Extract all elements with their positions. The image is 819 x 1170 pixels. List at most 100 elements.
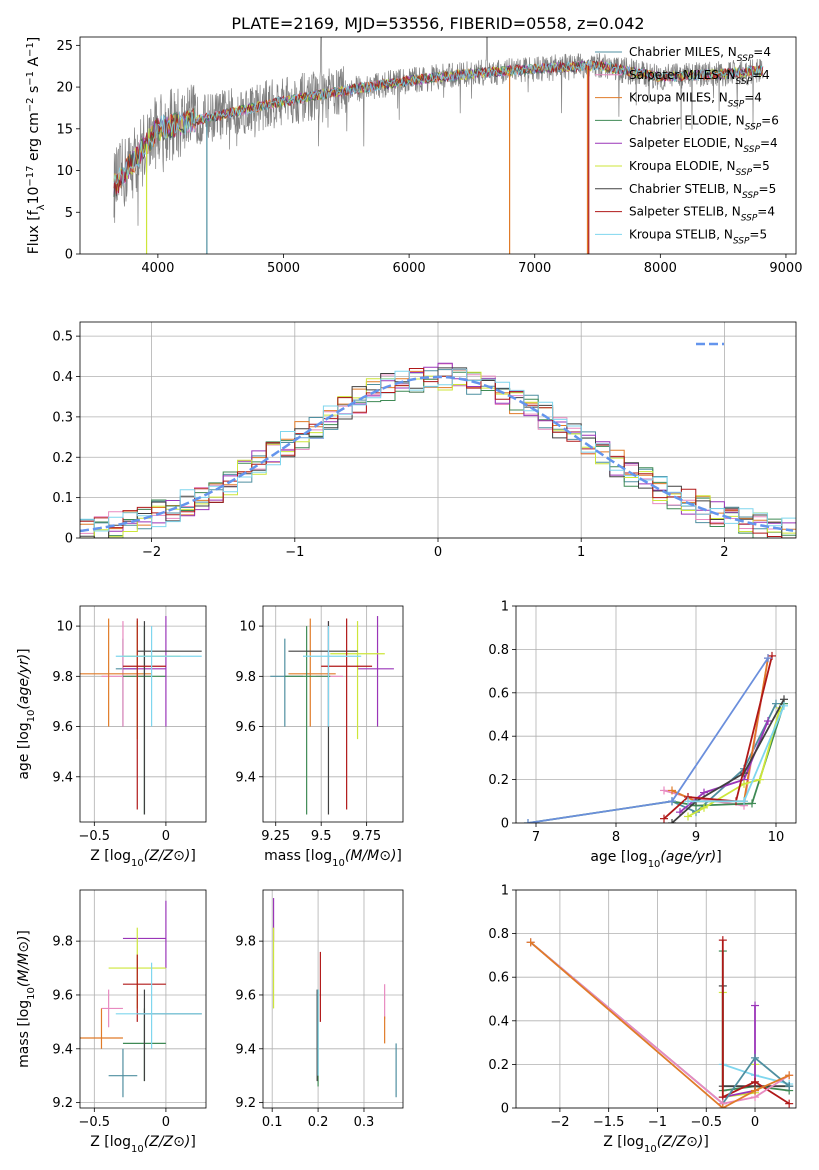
weight_vs_age-xlabel: age [log10(age/yr)] [590, 849, 721, 870]
mass_vs_Z-ylabel: mass [log10(M/M⊙)] [16, 930, 37, 1068]
spectrum-ytick-label: 0 [65, 248, 73, 263]
age_vs_mass-xlabel: mass [log10(M/M⊙)] [264, 848, 402, 869]
legend-label: Kroupa MILES, NSSP=4 [629, 91, 762, 110]
spectrum-xtick-label: 9000 [769, 261, 802, 276]
weight_vs_Z-xtick-label: 0 [751, 1115, 759, 1130]
mass_vs_Z-xlabel: Z [log10(Z/Z⊙)] [90, 1134, 196, 1155]
weight-line [671, 698, 785, 823]
age_vs_Z-ytick-label: 10 [56, 620, 73, 635]
weight_vs_age-xtick-label: 8 [612, 830, 620, 845]
weight_vs_age-plot-area [524, 651, 788, 823]
age_vs_mass-ytick-label: 9.4 [235, 770, 256, 785]
spectrum-ytick-label: 20 [56, 81, 73, 96]
age_vs_mass-frame [262, 605, 404, 823]
residuals-ytick-label: 0.4 [52, 370, 73, 385]
residuals-xtick-label: 2 [720, 545, 728, 560]
residuals-axes: −2 −1 0 1 2 0 0.1 0.2 0.3 0.4 0.5 [52, 321, 797, 560]
age_vs_mass-ytick-label: 9.8 [235, 670, 256, 685]
weight_vs_age-ytick-label: 0.2 [488, 773, 509, 788]
mass_vs_EBV-xtick-label: 0.1 [262, 1115, 283, 1130]
mass_vs_EBV-ytick-label: 9.8 [235, 935, 256, 950]
age_vs_mass-axes: 9.25 9.5 9.75 9.4 9.6 9.8 10 mass [log10(M/M⊙)] [235, 605, 404, 869]
age_vs_mass-xtick-label: 9.5 [311, 829, 332, 844]
residuals-xtick-label: −1 [285, 545, 304, 560]
weight_vs_Z-axes: −2 −1.5 −1 −0.5 0 0 0.2 0.4 0.6 0.8 1 Z [log10(Z/Z⊙… [488, 884, 797, 1155]
residuals-xtick-label: −2 [142, 545, 161, 560]
legend-label: Chabrier MILES, NSSP=4 [629, 45, 771, 64]
legend-label: Kroupa STELIB, NSSP=5 [629, 227, 767, 246]
weight-line [530, 941, 790, 1108]
legend-label: Chabrier ELODIE, NSSP=6 [629, 113, 779, 132]
weight_vs_Z-ytick-label: 0.2 [488, 1058, 509, 1073]
age_vs_mass-plot-area [270, 616, 394, 815]
weight-line [530, 941, 790, 1105]
spectrum-ytick-label: 25 [56, 39, 73, 54]
mass_vs_Z-xtick-label: −0.5 [79, 1115, 111, 1130]
age_vs_Z-ylabel: age [log10(age/yr)] [16, 648, 37, 779]
residuals-ytick-label: 0.2 [52, 451, 73, 466]
mass_vs_EBV-frame [262, 889, 404, 1109]
weight_vs_age-axes: 7 8 9 10 0 0.2 0.4 0.6 0.8 1 age [log10(age/yr)] [488, 600, 797, 870]
legend-label: Chabrier STELIB, NSSP=5 [629, 182, 776, 201]
weight_vs_Z-ytick-label: 0.8 [488, 927, 509, 942]
weight_vs_Z-xlabel: Z [log10(Z/Z⊙)] [603, 1134, 709, 1155]
spectrum-model-line [113, 59, 764, 195]
mass_vs_Z-frame [79, 889, 207, 1109]
weight_vs_age-ytick-label: 1 [501, 600, 509, 615]
mass_vs_Z-ytick-label: 9.2 [52, 1096, 73, 1111]
mass_vs_Z-axes: −0.5 0 9.2 9.4 9.6 9.8 Z [log10(Z/Z⊙)] mass [lo… [16, 889, 207, 1155]
age_vs_mass-ytick-label: 10 [239, 620, 256, 635]
residuals-plot-area [80, 362, 796, 538]
weight_vs_Z-ytick-label: 0.4 [488, 1014, 509, 1029]
mass_vs_Z-ytick-label: 9.4 [52, 1042, 73, 1057]
mass_vs_EBV-ytick-label: 9.4 [235, 1042, 256, 1057]
spectrum-xtick-label: 4000 [141, 261, 174, 276]
spectrum-data-line [113, 37, 764, 226]
age_vs_Z-xtick-label: −0.5 [79, 829, 111, 844]
weight_vs_Z-xtick-label: −2 [550, 1115, 569, 1130]
weight-line [671, 703, 777, 814]
age_vs_Z-ytick-label: 9.8 [52, 670, 73, 685]
residuals-ytick-label: 0.3 [52, 410, 73, 425]
spectrum-axes: 4000 5000 6000 7000 8000 9000 0 5 10 15 20 25 Flux [… [25, 36, 802, 276]
spectrum-plot-area [113, 37, 764, 254]
mass_vs_Z-plot-area [80, 900, 202, 1098]
weight_vs_age-xtick-label: 7 [532, 830, 540, 845]
spectrum-ytick-label: 10 [56, 164, 73, 179]
weight-line [527, 657, 769, 823]
weight_vs_age-xtick-label: 10 [768, 830, 785, 845]
normal-curve [80, 375, 794, 533]
mass_vs_EBV-ytick-label: 9.6 [235, 988, 256, 1003]
weight_vs_age-frame [515, 605, 797, 824]
spectrum-ytick-label: 15 [56, 122, 73, 137]
spectrum-ytick-label: 5 [65, 206, 73, 221]
spectrum-xtick-label: 6000 [393, 261, 426, 276]
legend-label: Salpeter ELODIE, NSSP=4 [629, 136, 778, 155]
mass_vs_EBV-plot-area [272, 898, 397, 1098]
spectrum-xtick-label: 7000 [518, 261, 551, 276]
mass_vs_Z-ytick-label: 9.6 [52, 988, 73, 1003]
weight_vs_age-xtick-label: 9 [692, 830, 700, 845]
residuals-xtick-label: 0 [434, 545, 442, 560]
age_vs_Z-plot-area [80, 616, 202, 815]
weight_vs_Z-plot-area [526, 936, 794, 1108]
weight_vs_Z-frame [515, 889, 797, 1109]
legend-label: Salpeter STELIB, NSSP=4 [629, 205, 775, 224]
weight-line [530, 941, 790, 1105]
weight_vs_age-ytick-label: 0.6 [488, 686, 509, 701]
weight-line [663, 655, 773, 820]
spectrum-frame [79, 36, 797, 255]
age_vs_mass-xtick-label: 9.75 [352, 829, 381, 844]
weight_vs_Z-xtick-label: −1.5 [593, 1115, 625, 1130]
weight_vs_Z-ytick-label: 0.6 [488, 971, 509, 986]
age_vs_Z-xlabel: Z [log10(Z/Z⊙)] [90, 848, 196, 869]
age_vs_mass-ytick-label: 9.6 [235, 720, 256, 735]
residuals-ytick-label: 0.5 [52, 330, 73, 345]
mass_vs_Z-xtick-label: 0 [162, 1115, 170, 1130]
spectrum-xtick-label: 5000 [267, 261, 300, 276]
weight_vs_age-ytick-label: 0.8 [488, 643, 509, 658]
weight-line [721, 940, 790, 1105]
legend-label: Salpeter MILES, NSSP=4 [629, 68, 770, 87]
age_vs_Z-ytick-label: 9.6 [52, 720, 73, 735]
